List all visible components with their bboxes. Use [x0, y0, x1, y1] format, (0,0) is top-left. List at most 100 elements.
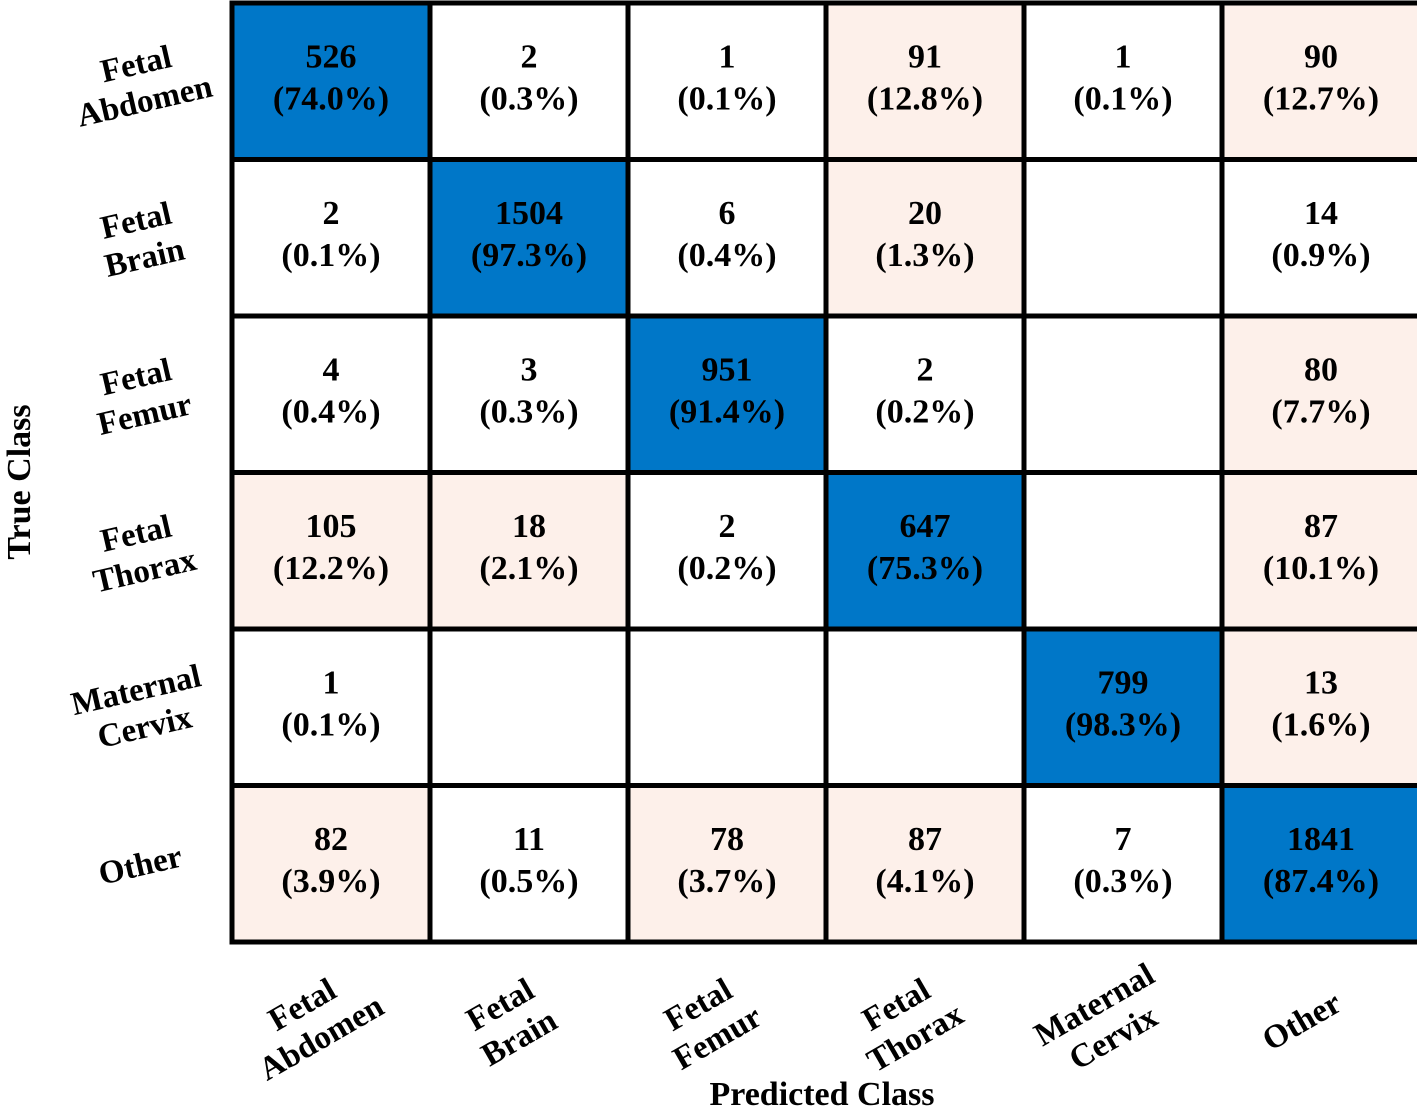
cell-count: 4 — [323, 351, 340, 388]
matrix-cell-rect — [823, 783, 1027, 945]
matrix-cell: 7 (0.3%) — [1021, 783, 1225, 945]
matrix-cell-rect — [427, 626, 631, 788]
cell-percent: (12.8%) — [867, 80, 983, 117]
cell-count: 951 — [702, 351, 753, 388]
matrix-cell: 13 (1.6%) — [1219, 626, 1417, 788]
cell-count: 87 — [1304, 508, 1338, 545]
matrix-cell-rect — [427, 313, 631, 475]
matrix-cell-rect — [823, 626, 1027, 788]
matrix-cell-rect — [1021, 157, 1225, 319]
cell-count: 1504 — [495, 195, 563, 232]
matrix-cell: 2 (0.2%) — [823, 313, 1027, 475]
matrix-cell: 18 (2.1%) — [427, 470, 631, 632]
row-label-line: Other — [95, 839, 185, 893]
cell-percent: (97.3%) — [471, 237, 587, 274]
cell-count: 87 — [908, 821, 942, 858]
cell-count: 91 — [908, 38, 942, 75]
matrix-cell: 1841 (87.4%) — [1219, 783, 1417, 945]
cell-count: 80 — [1304, 351, 1338, 388]
cell-count: 2 — [323, 195, 340, 232]
cell-count: 7 — [1115, 821, 1132, 858]
column-label-line: Other — [1256, 985, 1347, 1058]
cell-percent: (12.2%) — [273, 550, 389, 587]
matrix-cell: 91 (12.8%) — [823, 0, 1027, 162]
cell-count: 1 — [1115, 38, 1132, 75]
matrix-cell: 80 (7.7%) — [1219, 313, 1417, 475]
matrix-cell-rect — [1219, 0, 1417, 162]
matrix-cell: 2 (0.2%) — [625, 470, 829, 632]
cell-percent: (0.1%) — [677, 80, 776, 117]
matrix-cell-rect — [1021, 313, 1225, 475]
column-label: Other — [1256, 985, 1347, 1058]
matrix-cell: 647 (75.3%) — [823, 470, 1027, 632]
matrix-cell — [1021, 157, 1225, 319]
cell-count: 20 — [908, 195, 942, 232]
cell-percent: (0.1%) — [281, 237, 380, 274]
cell-count: 13 — [1304, 664, 1338, 701]
cell-percent: (74.0%) — [273, 80, 389, 117]
cell-percent: (0.1%) — [281, 706, 380, 743]
matrix-cell: 799 (98.3%) — [1021, 626, 1225, 788]
matrix-cell — [1021, 470, 1225, 632]
matrix-cell: 20 (1.3%) — [823, 157, 1027, 319]
cell-percent: (3.7%) — [677, 863, 776, 900]
cell-count: 1 — [323, 664, 340, 701]
cell-count: 18 — [512, 508, 546, 545]
cell-count: 82 — [314, 821, 348, 858]
cell-count: 2 — [521, 38, 538, 75]
cell-percent: (1.6%) — [1271, 706, 1370, 743]
matrix-cell-rect — [625, 783, 829, 945]
matrix-cell-rect — [625, 470, 829, 632]
matrix-cell: 2 (0.1%) — [229, 157, 433, 319]
matrix-cell-rect — [1219, 470, 1417, 632]
cell-percent: (3.9%) — [281, 863, 380, 900]
cell-percent: (0.4%) — [281, 393, 380, 430]
matrix-cell: 82 (3.9%) — [229, 783, 433, 945]
matrix-cell: 87 (4.1%) — [823, 783, 1027, 945]
cell-percent: (87.4%) — [1263, 863, 1379, 900]
matrix-cell: 78 (3.7%) — [625, 783, 829, 945]
matrix-cell — [1021, 313, 1225, 475]
cell-percent: (12.7%) — [1263, 80, 1379, 117]
cell-percent: (1.3%) — [875, 237, 974, 274]
cell-count: 105 — [306, 508, 357, 545]
matrix-cell: 6 (0.4%) — [625, 157, 829, 319]
matrix-cell: 951 (91.4%) — [625, 313, 829, 475]
matrix-cell: 3 (0.3%) — [427, 313, 631, 475]
cell-percent: (0.1%) — [1073, 80, 1172, 117]
cell-percent: (0.4%) — [677, 237, 776, 274]
cell-count: 2 — [719, 508, 736, 545]
cell-percent: (0.2%) — [677, 550, 776, 587]
cell-count: 6 — [719, 195, 736, 232]
cell-percent: (0.3%) — [1073, 863, 1172, 900]
cell-percent: (91.4%) — [669, 393, 785, 430]
matrix-cell — [823, 626, 1027, 788]
cell-percent: (98.3%) — [1065, 706, 1181, 743]
cell-count: 90 — [1304, 38, 1338, 75]
matrix-cell — [427, 626, 631, 788]
cell-count: 14 — [1304, 195, 1338, 232]
cell-count: 647 — [900, 508, 951, 545]
matrix-cell: 1 (0.1%) — [1021, 0, 1225, 162]
cell-percent: (0.3%) — [479, 80, 578, 117]
cell-count: 11 — [513, 821, 545, 858]
matrix-cell: 14 (0.9%) — [1219, 157, 1417, 319]
matrix-cell: 4 (0.4%) — [229, 313, 433, 475]
cell-count: 3 — [521, 351, 538, 388]
cell-percent: (2.1%) — [479, 550, 578, 587]
cell-count: 78 — [710, 821, 744, 858]
matrix-cell-rect — [229, 783, 433, 945]
matrix-cell-rect — [1021, 470, 1225, 632]
matrix-cell: 105 (12.2%) — [229, 470, 433, 632]
cell-count: 799 — [1098, 664, 1149, 701]
row-label: Other — [95, 839, 185, 893]
matrix-cell-rect — [229, 157, 433, 319]
